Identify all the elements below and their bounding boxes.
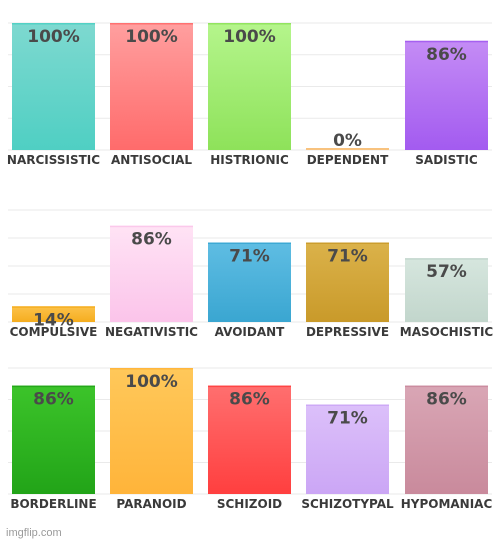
data-label: 86% <box>426 45 467 65</box>
data-label: 86% <box>426 390 467 410</box>
bar-top-edge <box>405 258 488 260</box>
bar-top-edge <box>208 385 291 388</box>
category-label: ANTISOCIAL <box>111 153 192 167</box>
category-label: AVOIDANT <box>215 325 286 339</box>
data-label: 71% <box>327 246 368 266</box>
category-label: NEGATIVISTIC <box>105 325 198 339</box>
bar-schizotypal <box>306 404 389 494</box>
bar-sadistic <box>405 40 488 150</box>
bar-depressive <box>306 242 389 322</box>
bar-masochistic <box>405 258 488 322</box>
bar-top-edge <box>12 385 95 388</box>
bar-top-edge <box>208 242 291 244</box>
category-label: SADISTIC <box>415 153 478 167</box>
data-label: 71% <box>229 246 270 266</box>
category-label: BORDERLINE <box>10 497 96 511</box>
category-label: HYPOMANIAC <box>401 497 493 511</box>
bar-borderline <box>12 385 95 494</box>
bar-top-edge <box>110 225 193 228</box>
data-label: 71% <box>327 409 368 429</box>
bar-top-edge <box>306 404 389 406</box>
bar-antisocial <box>110 23 193 150</box>
category-label: MASOCHISTIC <box>400 325 494 339</box>
category-label: PARANOID <box>116 497 186 511</box>
bar-histrionic <box>208 23 291 150</box>
bar-hypomaniac <box>405 385 488 494</box>
bar-paranoid <box>110 368 193 494</box>
data-label: 86% <box>229 390 270 410</box>
bar-top-edge <box>110 368 193 370</box>
bar-top-edge <box>306 148 389 150</box>
data-label: 86% <box>131 230 172 250</box>
bar-top-edge <box>12 23 95 25</box>
bar-top-edge <box>405 385 488 388</box>
bar-top-edge <box>306 242 389 244</box>
category-label: COMPULSIVE <box>10 325 98 339</box>
chart-panel-1: 100% NARCISSISTIC 100% ANTISOCIAL 100% HISTRI… <box>7 22 492 167</box>
bar-compulsive <box>12 306 95 322</box>
data-label: 0% <box>333 131 362 151</box>
data-label: 100% <box>223 27 276 47</box>
data-label: 14% <box>33 310 74 330</box>
data-label: 100% <box>125 27 178 47</box>
data-label: 86% <box>33 390 74 410</box>
data-label: 57% <box>426 262 467 282</box>
category-label: NARCISSISTIC <box>7 153 100 167</box>
category-label: SCHIZOTYPAL <box>301 497 394 511</box>
bar-top-edge <box>208 23 291 25</box>
bar-top-edge <box>405 40 488 43</box>
chart-panel-3: 86% BORDERLINE 100% PARANOID 86% SCHIZOID 71% S… <box>8 367 493 511</box>
bar-schizoid <box>208 385 291 494</box>
data-label: 100% <box>125 372 178 392</box>
bar-narcissistic <box>12 23 95 150</box>
bar-negativistic <box>110 225 193 322</box>
chart-panel-2: 14%COMPULSIVE 86% NEGATIVISTIC 71% AVOIDANT 7… <box>8 209 494 339</box>
category-label: DEPRESSIVE <box>306 325 389 339</box>
category-label: SCHIZOID <box>217 497 282 511</box>
category-label: HISTRIONIC <box>210 153 289 167</box>
bar-top-edge <box>110 23 193 25</box>
data-label: 100% <box>27 27 80 47</box>
watermark-text: imgflip.com <box>6 527 62 539</box>
category-label: DEPENDENT <box>307 153 389 167</box>
bar-top-edge <box>12 306 95 308</box>
bar-avoidant <box>208 242 291 322</box>
